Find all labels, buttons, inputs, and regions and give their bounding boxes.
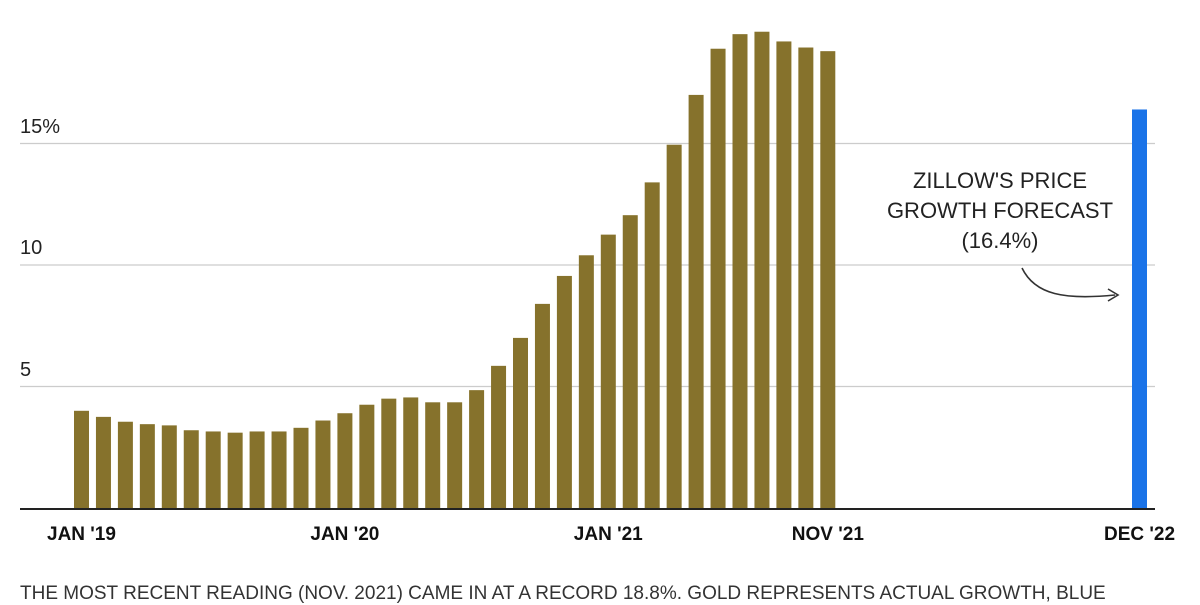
- x-tick-label: JAN '21: [573, 524, 643, 545]
- bar-actual: [513, 337, 528, 508]
- bar-actual: [622, 215, 638, 508]
- bar-actual: [249, 431, 265, 508]
- bar-actual: [469, 390, 485, 508]
- y-tick-label: 15%: [20, 115, 61, 138]
- forecast-annotation: ZILLOW'S PRICE GROWTH FORECAST (16.4%): [880, 166, 1120, 256]
- bar-actual: [688, 94, 704, 509]
- annotation-arrow: [1021, 267, 1116, 298]
- bar-actual: [74, 410, 89, 508]
- bar-actual: [754, 31, 770, 508]
- bar-actual: [666, 144, 682, 508]
- bar-actual: [578, 255, 594, 508]
- bar-actual: [425, 402, 441, 508]
- bar-actual: [293, 427, 309, 508]
- bar-actual: [600, 234, 616, 508]
- annotation-line-2: GROWTH FORECAST: [886, 198, 1114, 223]
- x-tick-label: NOV '21: [791, 524, 864, 545]
- x-tick-label: JAN '19: [47, 524, 116, 545]
- bar-actual: [359, 404, 375, 508]
- bar-actual: [117, 421, 133, 508]
- bar-actual: [183, 430, 199, 508]
- bar-actual: [447, 402, 463, 508]
- bar-actual: [161, 425, 177, 508]
- bar-actual: [732, 34, 748, 509]
- bar-actual: [315, 420, 331, 508]
- annotation-arrowhead: [1107, 288, 1120, 302]
- bar-actual: [227, 432, 243, 508]
- annotation-line-3: (16.4%): [961, 228, 1039, 253]
- annotation-line-1: ZILLOW'S PRICE: [912, 168, 1088, 193]
- x-tick-label: DEC '22: [1104, 524, 1176, 545]
- bar-actual: [381, 398, 397, 508]
- bar-actual: [776, 41, 792, 508]
- bar-actual: [644, 182, 660, 508]
- bar-actual: [139, 424, 155, 508]
- bar-actual: [337, 413, 353, 508]
- bar-actual: [403, 397, 419, 508]
- bar-actual: [710, 48, 726, 508]
- bar-actual: [556, 275, 572, 508]
- bar-actual: [491, 365, 507, 508]
- bar-actual: [820, 51, 836, 508]
- bar-actual: [534, 303, 550, 508]
- y-tick-label: 10: [20, 237, 43, 259]
- bar-actual: [798, 47, 814, 508]
- bar-actual: [205, 431, 221, 508]
- x-tick-label: JAN '20: [310, 524, 380, 545]
- bar-actual: [95, 416, 111, 508]
- footer-caption: THE MOST RECENT READING (NOV. 2021) CAME…: [20, 583, 1106, 604]
- y-tick-label: 5: [20, 358, 32, 381]
- bar-actual: [271, 431, 287, 508]
- bar-forecast: [1132, 109, 1147, 508]
